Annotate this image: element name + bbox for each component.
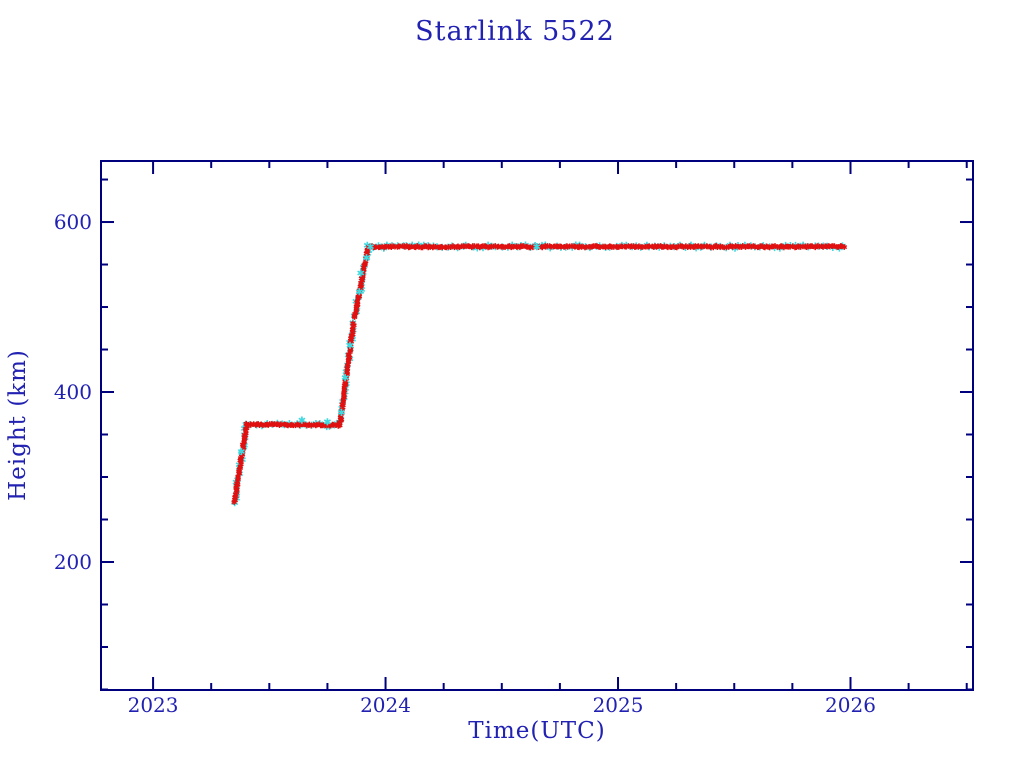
x-tick-label: 2023 [128,693,179,717]
x-tick-label: 2025 [593,693,644,717]
series-secondary-markers [231,241,847,507]
x-tick-label: 2026 [825,693,876,717]
chart-title: Starlink 5522 [415,16,615,47]
x-axis-label: Time(UTC) [468,718,606,744]
y-tick-label: 400 [54,380,92,404]
series-primary-markers [231,243,848,505]
x-tick-label: 2024 [360,693,411,717]
y-tick-label: 200 [54,550,92,574]
series-secondary-highlight-markers [237,243,541,456]
plot-frame [100,160,974,691]
y-tick-label: 600 [54,210,92,234]
